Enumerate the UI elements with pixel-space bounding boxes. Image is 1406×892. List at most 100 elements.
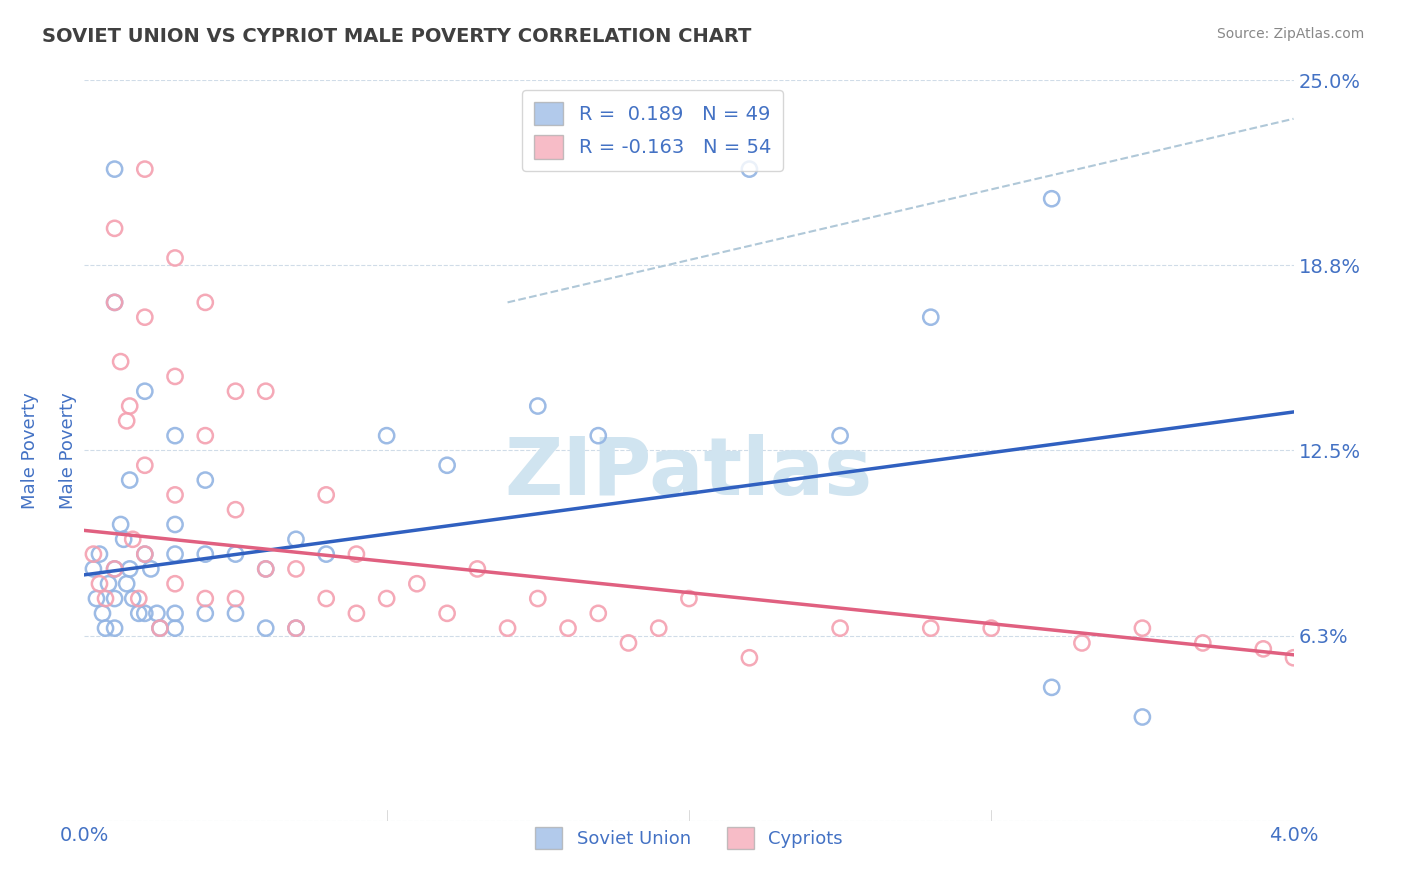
Point	[104, 562, 127, 576]
Point	[121, 533, 143, 547]
Point	[110, 354, 132, 368]
Point	[738, 650, 761, 665]
Point	[1282, 650, 1305, 665]
Point	[738, 162, 761, 177]
Point	[315, 547, 337, 561]
Point	[254, 562, 277, 576]
Point	[375, 591, 398, 606]
Point	[165, 621, 187, 635]
Point	[89, 576, 111, 591]
Point	[86, 591, 108, 606]
Point	[134, 384, 156, 399]
Point	[1253, 641, 1275, 656]
Point	[82, 562, 104, 576]
Point	[557, 621, 579, 635]
Point	[588, 428, 610, 442]
Text: Source: ZipAtlas.com: Source: ZipAtlas.com	[1216, 27, 1364, 41]
Point	[134, 607, 156, 621]
Point	[1132, 621, 1154, 635]
Point	[436, 607, 458, 621]
Point	[346, 607, 368, 621]
Point	[375, 428, 398, 442]
Point	[285, 621, 308, 635]
Point	[118, 562, 141, 576]
Point	[128, 591, 150, 606]
Text: SOVIET UNION VS CYPRIOT MALE POVERTY CORRELATION CHART: SOVIET UNION VS CYPRIOT MALE POVERTY COR…	[42, 27, 752, 45]
Point	[1040, 681, 1063, 695]
Point	[225, 607, 247, 621]
Point	[194, 547, 217, 561]
Y-axis label: Male Poverty: Male Poverty	[59, 392, 77, 508]
Point	[1192, 636, 1215, 650]
Point	[134, 547, 156, 561]
Point	[115, 414, 138, 428]
Point	[89, 547, 111, 561]
Point	[406, 576, 429, 591]
Point	[1040, 192, 1063, 206]
Point	[165, 517, 187, 532]
Point	[254, 621, 277, 635]
Point	[165, 428, 187, 442]
Point	[830, 428, 852, 442]
Point	[285, 562, 308, 576]
Point	[1132, 710, 1154, 724]
Point	[346, 547, 368, 561]
Point	[165, 488, 187, 502]
Point	[110, 517, 132, 532]
Point	[165, 547, 187, 561]
Point	[436, 458, 458, 473]
Point	[285, 621, 308, 635]
Point	[149, 621, 172, 635]
Point	[118, 473, 141, 487]
Text: ZIPatlas: ZIPatlas	[505, 434, 873, 512]
Point	[94, 621, 117, 635]
Point	[194, 428, 217, 442]
Point	[285, 533, 308, 547]
Point	[82, 547, 104, 561]
Point	[146, 607, 169, 621]
Point	[920, 621, 942, 635]
Point	[104, 295, 127, 310]
Point	[97, 576, 120, 591]
Point	[134, 458, 156, 473]
Point	[91, 607, 114, 621]
Point	[94, 591, 117, 606]
Point	[104, 162, 127, 177]
Point	[254, 562, 277, 576]
Point	[134, 310, 156, 325]
Point	[980, 621, 1002, 635]
Legend: Soviet Union, Cypriots: Soviet Union, Cypriots	[527, 820, 851, 856]
Text: Male Poverty: Male Poverty	[21, 392, 39, 508]
Point	[121, 591, 143, 606]
Point	[527, 591, 550, 606]
Point	[104, 621, 127, 635]
Point	[194, 295, 217, 310]
Point	[104, 295, 127, 310]
Point	[104, 221, 127, 235]
Point	[496, 621, 519, 635]
Point	[118, 399, 141, 413]
Point	[134, 547, 156, 561]
Point	[527, 399, 550, 413]
Point	[194, 607, 217, 621]
Point	[165, 607, 187, 621]
Point	[1071, 636, 1094, 650]
Point	[139, 562, 162, 576]
Point	[830, 621, 852, 635]
Point	[315, 591, 337, 606]
Point	[128, 607, 150, 621]
Point	[165, 369, 187, 384]
Point	[194, 591, 217, 606]
Point	[617, 636, 640, 650]
Point	[225, 384, 247, 399]
Point	[134, 162, 156, 177]
Point	[467, 562, 489, 576]
Point	[165, 576, 187, 591]
Point	[920, 310, 942, 325]
Point	[225, 547, 247, 561]
Point	[115, 576, 138, 591]
Point	[254, 384, 277, 399]
Point	[315, 488, 337, 502]
Point	[104, 562, 127, 576]
Point	[678, 591, 700, 606]
